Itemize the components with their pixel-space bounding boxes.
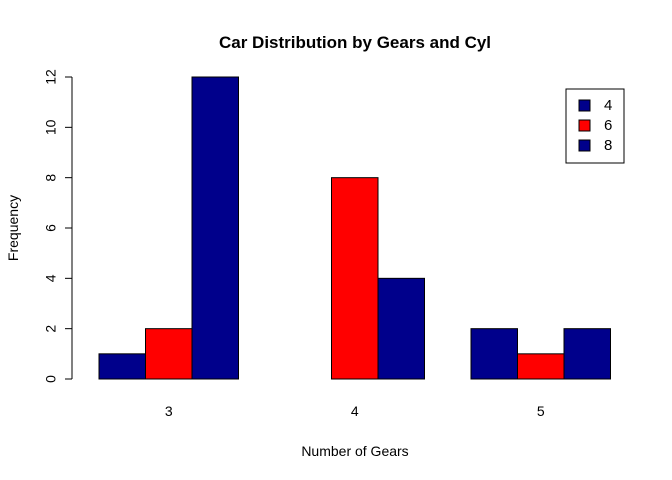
legend: 4 6 8 [565,88,625,164]
bar-gear-5-cyl-4 [470,328,518,380]
x-tick-label-4: 4 [351,403,359,419]
bar-gear-5-cyl-8 [563,328,611,380]
x-axis-label: Number of Gears [301,443,408,459]
y-tick-label-0: 0 [43,375,59,383]
bars-group [98,76,611,380]
y-tick-label-5: 10 [43,119,59,135]
y-tick-label-4: 8 [43,174,59,182]
y-axis-label: Frequency [5,195,21,261]
y-tick-label-3: 6 [43,224,59,232]
y-tick-label-6: 12 [43,69,59,85]
bar-gear-5-cyl-6 [517,353,565,380]
legend-label-4: 4 [604,97,612,114]
y-tick-label-2: 4 [43,274,59,282]
bar-gear-3-cyl-8 [191,76,239,380]
legend-label-6: 6 [604,117,612,134]
x-tick-label-5: 5 [537,403,545,419]
legend-box [565,88,625,164]
legend-swatch-6 [578,119,591,132]
x-tick-label-3: 3 [165,403,173,419]
y-axis: 0 2 4 6 8 10 12 [43,69,73,383]
bar-gear-3-cyl-6 [145,328,193,380]
bar-gear-4-cyl-8 [377,277,425,380]
bar-gear-3-cyl-4 [98,353,146,380]
bar-gear-4-cyl-6 [331,177,379,380]
chart-title: Car Distribution by Gears and Cyl [219,33,491,52]
y-tick-label-1: 2 [43,325,59,333]
x-tick-labels: 3 4 5 [165,403,545,419]
legend-swatch-4 [578,99,591,112]
legend-swatch-8 [578,139,591,152]
legend-label-8: 8 [604,137,612,154]
